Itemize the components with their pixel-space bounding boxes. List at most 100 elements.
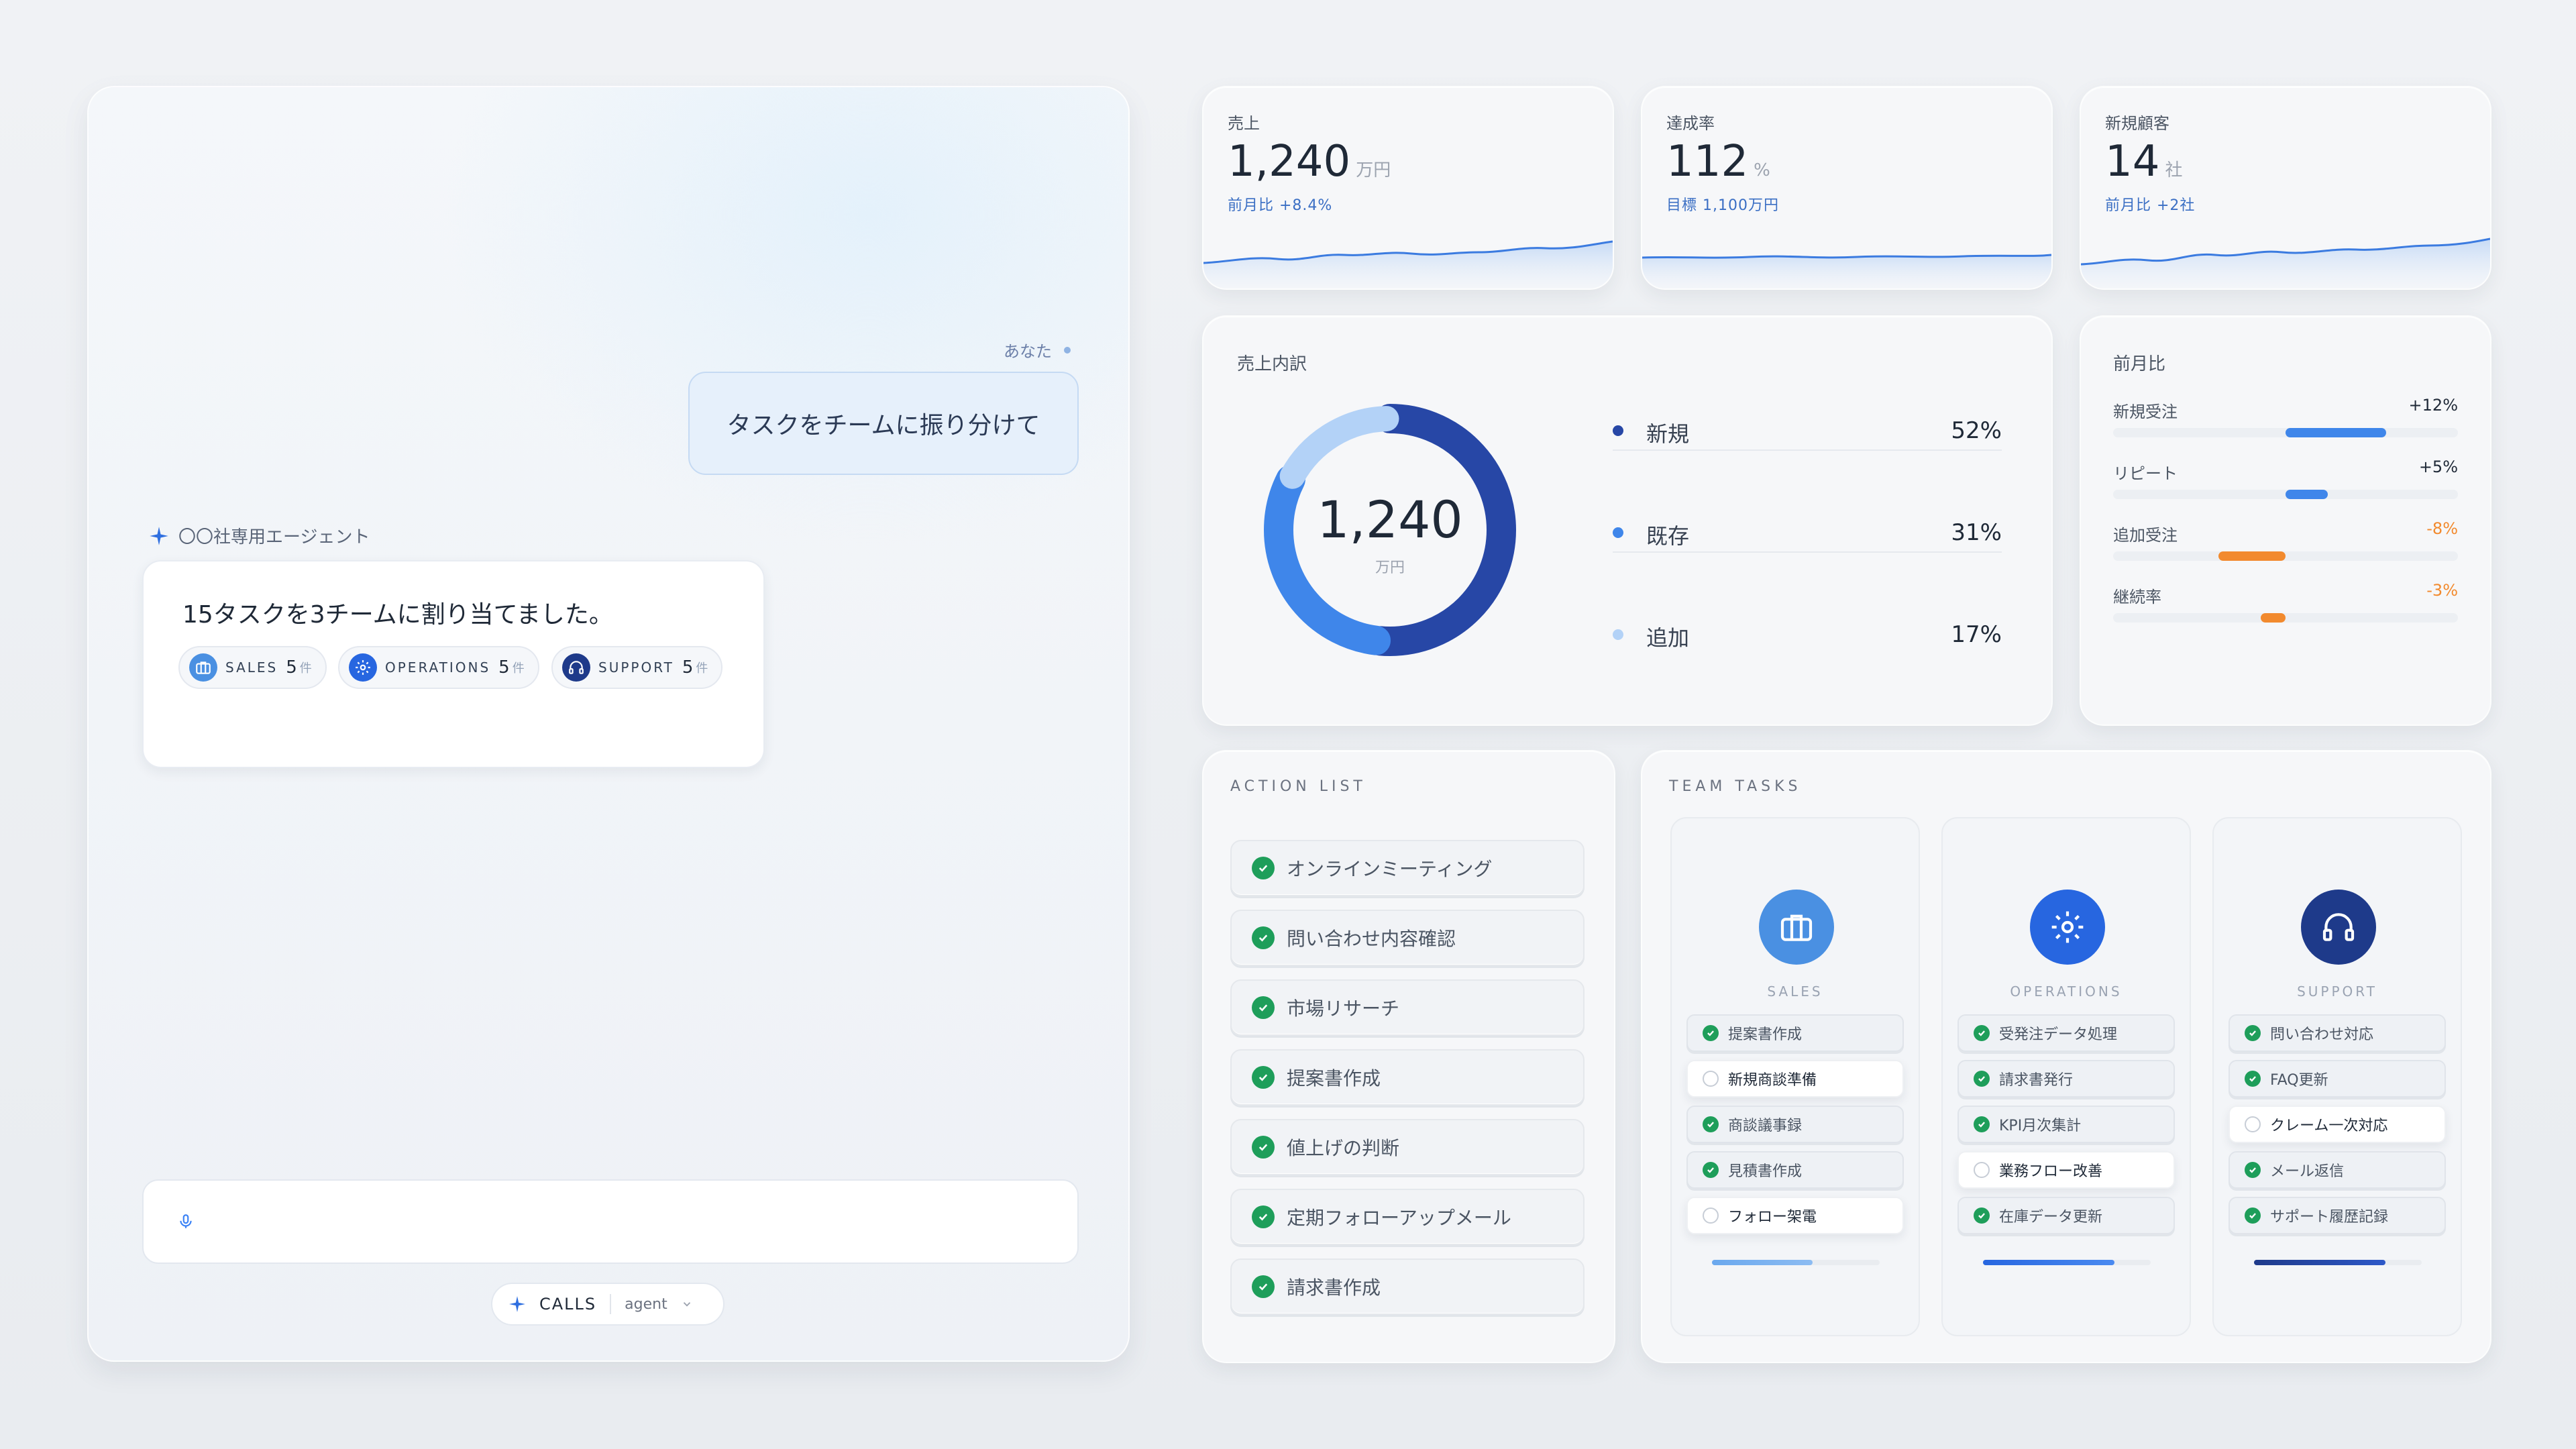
kpi-card-achievement: 達成率 112% 目標 1,100万円 (1641, 86, 2053, 290)
calls-selector[interactable]: CALLS agent (491, 1283, 724, 1326)
check-icon (1974, 1025, 1990, 1041)
team-name: SALES (1767, 983, 1823, 1000)
kpi-value: 1,240 万円 (1228, 137, 1391, 186)
user-dot-icon (1064, 346, 1071, 354)
legend-row: 既存 31% (1613, 504, 2002, 553)
task-item[interactable]: メール返信 (2229, 1151, 2446, 1189)
task-item[interactable]: 見積書作成 (1686, 1151, 1904, 1189)
check-icon (2245, 1025, 2261, 1041)
mom-row: 新規受注 +12% (2113, 396, 2458, 439)
kpi-number: 1,240 (1228, 137, 1351, 186)
action-label: 提案書作成 (1287, 1067, 1381, 1089)
action-item[interactable]: 市場リサーチ (1230, 979, 1585, 1036)
action-item[interactable]: オンラインミーティング (1230, 840, 1585, 896)
kpi-label: 売上 (1228, 114, 1260, 133)
action-item[interactable]: 問い合わせ内容確認 (1230, 910, 1585, 966)
circle-icon (1974, 1162, 1990, 1178)
task-item[interactable]: 新規商談準備 (1686, 1060, 1904, 1097)
mom-bar (2286, 428, 2386, 437)
task-item[interactable]: クレーム一次対応 (2229, 1106, 2446, 1143)
legend-name: 新規 (1646, 421, 1690, 447)
headphones-icon (562, 653, 590, 682)
legend-dot (1613, 629, 1623, 640)
kpi-value: 14 社 (2105, 137, 2182, 186)
chevron-down-icon (683, 1302, 690, 1307)
action-item[interactable]: 値上げの判断 (1230, 1119, 1585, 1175)
briefcase-icon (1759, 890, 1834, 965)
task-item[interactable]: 商談議事録 (1686, 1106, 1904, 1143)
task-item[interactable]: サポート履歴記録 (2229, 1197, 2446, 1234)
mom-row: 継続率 -3% (2113, 581, 2458, 624)
kpi-card-sales: 売上 1,240 万円 前月比 +8.4% (1202, 86, 1614, 290)
chip-support[interactable]: SUPPORT 5 件 (551, 646, 723, 689)
task-item[interactable]: 在庫データ更新 (1957, 1197, 2175, 1234)
kpi-number: 14 (2105, 137, 2160, 186)
legend-row: 追加 17% (1613, 606, 2002, 653)
team-name: SUPPORT (2297, 983, 2377, 1000)
task-item[interactable]: 業務フロー改善 (1957, 1151, 2175, 1189)
kpi-unit: 万円 (1356, 160, 1391, 180)
task-label: 請求書発行 (1999, 1072, 2074, 1089)
mom-label: リピート (2113, 464, 2178, 483)
action-label: 問い合わせ内容確認 (1287, 928, 1456, 950)
agent-message-bubble: 15タスクを3チームに割り当てました。 SALES 5 件 OPERATIONS… (142, 560, 765, 768)
mode-value: agent (625, 1295, 667, 1313)
check-icon (1703, 1162, 1719, 1178)
task-label: 在庫データ更新 (1999, 1209, 2103, 1226)
progress-fill (2254, 1260, 2385, 1265)
mom-label: 継続率 (2113, 588, 2161, 606)
sparkline (1203, 240, 1613, 288)
check-icon (1974, 1208, 1990, 1224)
agent-label: 〇〇社専用エージェント (149, 523, 370, 548)
kpi-change: 前月比 +2社 (2105, 197, 2196, 214)
check-icon (1252, 1205, 1275, 1228)
action-item[interactable]: 請求書作成 (1230, 1258, 1585, 1315)
user-message: タスクをチームに振り分けて (688, 372, 1079, 475)
task-label: 問い合わせ対応 (2270, 1026, 2374, 1043)
task-label: FAQ更新 (2270, 1072, 2328, 1089)
kpi-target: 目標 1,100万円 (1666, 197, 1779, 214)
chip-operations[interactable]: OPERATIONS 5 件 (338, 646, 539, 689)
task-label: クレーム一次対応 (2270, 1118, 2388, 1134)
progress-fill (1983, 1260, 2114, 1265)
chat-panel: あなた タスクをチームに振り分けて 〇〇社専用エージェント 15タスクを3チーム… (87, 86, 1130, 1362)
task-item[interactable]: 問い合わせ対応 (2229, 1014, 2446, 1052)
sparkle-icon (150, 526, 168, 545)
legend-value: 52% (1951, 417, 2002, 444)
task-label: フォロー架電 (1728, 1209, 1817, 1226)
action-list-card: ACTION LIST オンラインミーティング 問い合わせ内容確認 市場リサーチ… (1202, 750, 1615, 1363)
chip-sales[interactable]: SALES 5 件 (178, 646, 327, 689)
microphone-icon[interactable] (177, 1212, 195, 1232)
action-item[interactable]: 提案書作成 (1230, 1049, 1585, 1106)
kpi-unit: 社 (2165, 160, 2183, 180)
kpi-value: 112% (1666, 137, 1770, 186)
task-label: 新規商談準備 (1728, 1072, 1817, 1089)
mom-bar (2260, 613, 2286, 623)
check-icon (1252, 1066, 1275, 1089)
sparkle-icon (509, 1296, 525, 1312)
task-label: サポート履歴記録 (2270, 1209, 2389, 1226)
task-item[interactable]: フォロー架電 (1686, 1197, 1904, 1234)
task-item[interactable]: KPI月次集計 (1957, 1106, 2175, 1143)
task-item[interactable]: FAQ更新 (2229, 1060, 2446, 1097)
team-name: OPERATIONS (2010, 983, 2123, 1000)
chip-unit: 件 (512, 661, 525, 676)
task-item[interactable]: 受発注データ処理 (1957, 1014, 2175, 1052)
task-item[interactable]: 提案書作成 (1686, 1014, 1904, 1052)
check-icon (1252, 1136, 1275, 1159)
section-title: TEAM TASKS (1669, 778, 1802, 795)
chip-label: OPERATIONS (385, 659, 491, 676)
chip-label: SALES (225, 659, 278, 676)
action-item[interactable]: 定期フォローアップメール (1230, 1189, 1585, 1245)
task-item[interactable]: 請求書発行 (1957, 1060, 2175, 1097)
circle-icon (1703, 1208, 1719, 1224)
task-label: 提案書作成 (1728, 1026, 1803, 1043)
check-icon (1252, 1275, 1275, 1298)
legend-row: 新規 52% (1613, 402, 2002, 451)
task-label: メール返信 (2270, 1163, 2345, 1180)
action-label: 定期フォローアップメール (1287, 1207, 1511, 1229)
mom-card: 前月比 新規受注 +12% リピート +5% 追加受注 -8% 継続率 -3% (2080, 315, 2491, 726)
gear-icon (349, 653, 377, 682)
kpi-label: 新規顧客 (2105, 114, 2169, 133)
chat-input[interactable] (142, 1179, 1079, 1264)
